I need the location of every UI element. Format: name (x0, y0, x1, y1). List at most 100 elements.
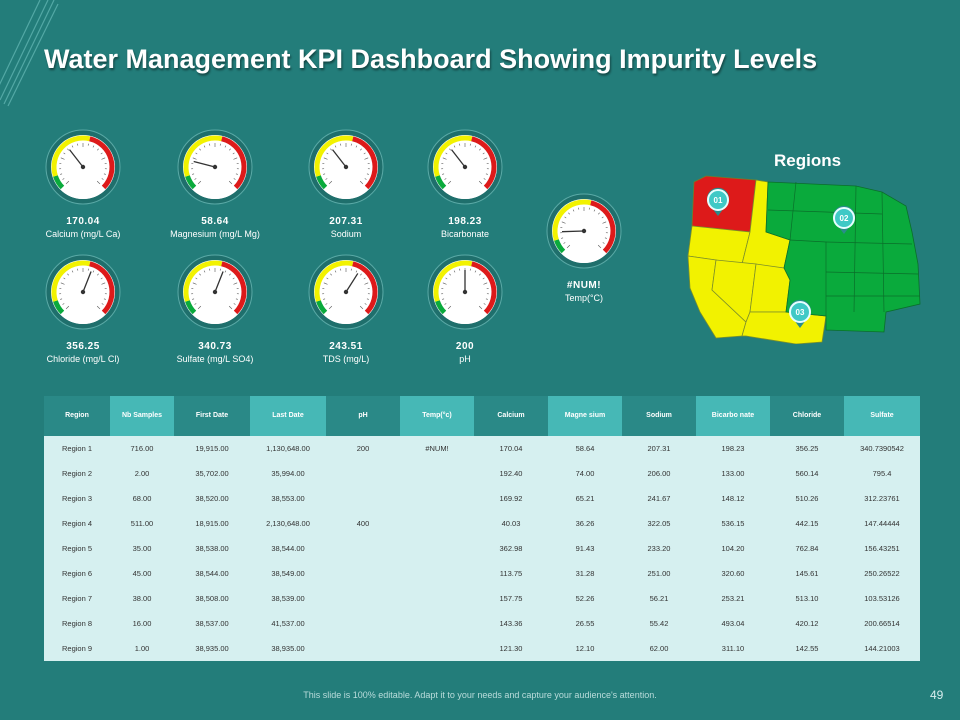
table-cell: Region 8 (61, 619, 93, 628)
gauge-tds: 243.51 TDS (mg/L) (271, 253, 421, 364)
header-ph[interactable]: pH (326, 396, 400, 436)
header-sodium[interactable]: Sodium (622, 396, 696, 436)
table-cell (400, 586, 474, 611)
table-cell: 143.36 (499, 619, 523, 628)
table-cell: 2,130,648.00 (266, 519, 310, 528)
table-body: Region 1 716.00 19,915.00 1,130,648.00 200 #N… (44, 436, 920, 661)
gauge-value: 198.23 (448, 216, 482, 227)
table-cell: 362.98 (499, 544, 523, 553)
table-row: Region 1 716.00 19,915.00 1,130,648.00 200 #N… (44, 436, 920, 461)
table-cell (326, 561, 400, 586)
gauge-dial-icon (177, 129, 253, 205)
table-cell: Region 5 (61, 544, 93, 553)
table-cell: 511.00 (130, 519, 154, 528)
header-nb-samples[interactable]: Nb Samples (110, 396, 174, 436)
gauge-chloride: 356.25 Chloride (mg/L Cl) (8, 253, 158, 364)
header-first-date[interactable]: First Date (174, 396, 250, 436)
table-cell: 35,702.00 (195, 469, 229, 478)
map-pin-01[interactable]: 01 (707, 187, 729, 216)
gauge-needle (345, 273, 359, 293)
table-cell: 148.12 (721, 494, 745, 503)
gauge-value: 243.51 (329, 341, 363, 352)
table-cell: 38,538.00 (195, 544, 229, 553)
gauge-label: Chloride (mg/L Cl) (46, 354, 120, 364)
header-chloride[interactable]: Chloride (770, 396, 844, 436)
header-last-date[interactable]: Last Date (250, 396, 326, 436)
table-cell (326, 586, 400, 611)
map-pin-03[interactable]: 03 (789, 299, 811, 328)
table-cell: 38.00 (132, 594, 152, 603)
map-pin-02[interactable]: 02 (833, 205, 855, 234)
table-cell: 762.84 (795, 544, 819, 553)
map-pin-label: 03 (796, 308, 805, 317)
table-cell: 207.31 (647, 444, 671, 453)
gauge-label: Sulfate (mg/L SO4) (176, 354, 254, 364)
gauge-label: Bicarbonate (440, 229, 490, 239)
gauge-value: 356.25 (66, 341, 100, 352)
table-cell: 170.04 (499, 444, 523, 453)
table-cell: 16.00 (132, 619, 152, 628)
map-region-yellow-utah (749, 263, 791, 313)
header-sulfate[interactable]: Sulfate (844, 396, 920, 436)
gauge-value: 170.04 (66, 216, 100, 227)
table-cell: 312.23761 (864, 494, 900, 503)
table-cell: Region 6 (61, 569, 93, 578)
map-region-02 (765, 181, 921, 333)
table-cell: 35.00 (132, 544, 152, 553)
gauge-value: 207.31 (329, 216, 363, 227)
table-cell: 320.60 (721, 569, 745, 578)
gauge-value: 58.64 (201, 216, 229, 227)
page-title: Water Management KPI Dashboard Showing I… (44, 44, 818, 74)
gauge-bicarbonate: 198.23 Bicarbonate (390, 128, 540, 239)
table-cell: 200.66514 (864, 619, 900, 628)
table-cell: 442.15 (795, 519, 819, 528)
table-cell: 156.43251 (864, 544, 900, 553)
table-cell: 311.10 (721, 644, 745, 653)
table-cell: Region 3 (61, 494, 93, 503)
gauge-dial-icon (546, 193, 622, 269)
header-magnesium[interactable]: Magne sium (548, 396, 622, 436)
table-cell (400, 486, 474, 511)
table-cell: 241.67 (647, 494, 671, 503)
gauge-value: #NUM! (566, 280, 602, 291)
header-bicarbonate[interactable]: Bicarbo nate (696, 396, 770, 436)
table-cell: 192.40 (499, 469, 523, 478)
table-cell: 65.21 (575, 494, 595, 503)
gauge-sodium: 207.31 Sodium (271, 128, 421, 239)
table-cell: 560.14 (795, 469, 819, 478)
gauge-needle (332, 149, 347, 168)
table-row: Region 9 1.00 38,935.00 38,935.00 121.30 12.1… (44, 636, 920, 661)
gauge-label: Calcium (mg/L Ca) (45, 229, 121, 239)
table-cell: 356.25 (795, 444, 819, 453)
gauge-value: 200 (455, 341, 475, 352)
gauge-dial-icon (427, 129, 503, 205)
table-cell: 74.00 (575, 469, 595, 478)
table-row: Region 5 35.00 38,538.00 38,544.00 362.98 91.… (44, 536, 920, 561)
gauge-value: 340.73 (198, 341, 232, 352)
table-cell: 41,537.00 (271, 619, 305, 628)
table-cell: Region 1 (61, 444, 93, 453)
table-cell: 91.43 (575, 544, 595, 553)
table-cell: 12.10 (575, 644, 595, 653)
table-cell: 513.10 (795, 594, 819, 603)
region-data-table: Region Nb Samples First Date Last Date p… (44, 396, 920, 661)
table-cell: 38,508.00 (195, 594, 229, 603)
header-region[interactable]: Region (44, 396, 110, 436)
table-cell (400, 561, 474, 586)
table-row: Region 8 16.00 38,537.00 41,537.00 143.36 26.… (44, 611, 920, 636)
table-cell: 38,537.00 (195, 619, 229, 628)
regions-map: 01 02 03 (687, 175, 921, 344)
table-cell: 253.21 (721, 594, 745, 603)
header-temp[interactable]: Temp(°c) (400, 396, 474, 436)
header-calcium[interactable]: Calcium (474, 396, 548, 436)
table-cell: 250.26522 (864, 569, 900, 578)
gauge-dial-icon (177, 254, 253, 330)
gauge-dial-icon (45, 129, 121, 205)
table-cell: 38,520.00 (195, 494, 229, 503)
gauge-dial-icon (308, 129, 384, 205)
table-cell (400, 636, 474, 661)
table-cell: 31.28 (575, 569, 595, 578)
gauge-sulfate: 340.73 Sulfate (mg/L SO4) (140, 253, 290, 364)
table-cell: 52.26 (575, 594, 595, 603)
table-cell (326, 461, 400, 486)
